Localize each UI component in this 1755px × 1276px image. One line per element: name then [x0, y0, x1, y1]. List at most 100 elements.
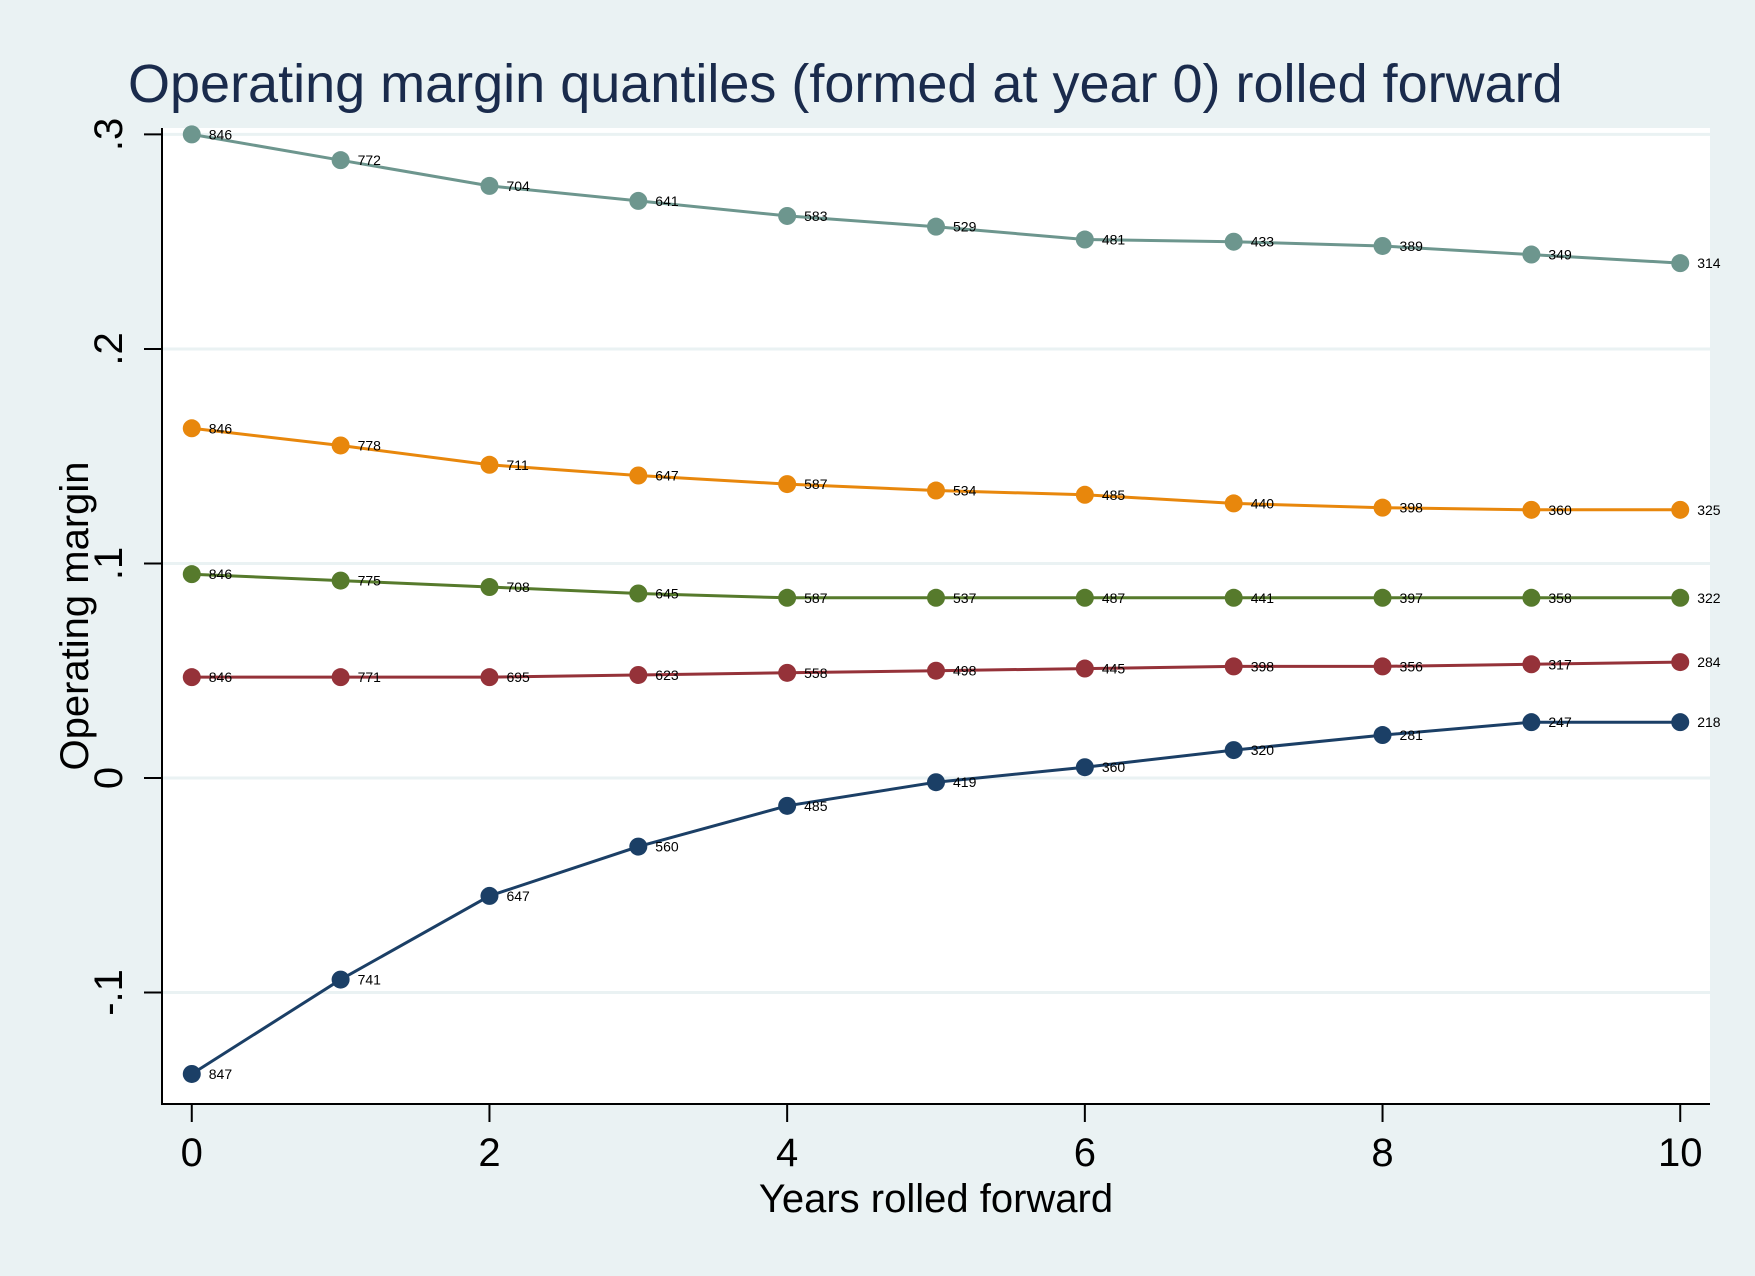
- point-4-2: [480, 886, 499, 905]
- y-axis-title: Operating margin: [53, 461, 97, 770]
- point-0-6: [1075, 230, 1094, 249]
- point-3-1: [331, 668, 350, 687]
- point-4-5: [927, 773, 945, 792]
- point-label-2-10: 322: [1697, 590, 1721, 606]
- point-label-4-2: 647: [506, 888, 530, 904]
- point-1-5: [927, 481, 945, 500]
- series-4: 847 741 647 560 485 419 360 320 281 247 218: [182, 713, 1721, 1083]
- point-4-8: [1373, 726, 1392, 745]
- point-4-6: [1075, 758, 1094, 777]
- series-group: 846 772 704 641 583 529 481 433 389 349 314 846 778 7…: [182, 125, 1721, 1083]
- axes-frame: [161, 128, 1710, 1105]
- point-label-2-3: 645: [655, 585, 679, 601]
- plot-area: [162, 128, 1710, 1104]
- y-tick-label-1: 0: [87, 767, 131, 789]
- point-0-9: [1522, 245, 1541, 264]
- point-label-2-5: 537: [953, 590, 977, 606]
- point-0-0: [182, 125, 201, 144]
- y-tick-label-3: .2: [87, 332, 131, 365]
- point-1-8: [1373, 498, 1392, 517]
- point-label-1-10: 325: [1697, 502, 1721, 518]
- point-label-4-5: 419: [953, 774, 977, 790]
- point-label-2-1: 775: [358, 573, 382, 589]
- series-3: 846 771 695 623 558 498 445 398 356 317 284: [182, 653, 1721, 687]
- point-label-3-1: 771: [358, 669, 382, 685]
- point-4-1: [331, 970, 350, 989]
- point-1-6: [1075, 485, 1094, 504]
- point-2-10: [1671, 588, 1690, 607]
- point-label-1-1: 778: [358, 437, 382, 453]
- point-0-8: [1373, 236, 1392, 255]
- point-label-0-7: 433: [1251, 234, 1275, 250]
- grid-lines: [162, 132, 1710, 994]
- point-2-7: [1224, 588, 1243, 607]
- point-label-3-0: 846: [209, 669, 233, 685]
- point-2-0: [182, 565, 201, 584]
- point-label-2-8: 397: [1400, 590, 1424, 606]
- point-label-4-8: 281: [1400, 727, 1424, 743]
- point-label-4-7: 320: [1251, 742, 1275, 758]
- point-label-3-9: 317: [1548, 656, 1572, 672]
- y-tick-label-4: .3: [87, 118, 131, 151]
- x-tick-label-2: 4: [776, 1131, 798, 1175]
- point-4-7: [1224, 741, 1243, 760]
- x-tick-label-1: 2: [478, 1131, 500, 1175]
- x-tick-label-0: 0: [181, 1131, 203, 1175]
- point-3-10: [1671, 653, 1690, 672]
- point-label-1-3: 647: [655, 467, 679, 483]
- point-label-4-3: 560: [655, 839, 679, 855]
- point-0-5: [927, 217, 945, 236]
- point-3-4: [778, 663, 797, 682]
- point-label-0-1: 772: [358, 152, 382, 168]
- point-1-7: [1224, 494, 1243, 513]
- point-3-2: [480, 668, 499, 687]
- point-0-1: [331, 151, 350, 170]
- point-label-4-1: 741: [358, 972, 382, 988]
- point-2-4: [778, 588, 797, 607]
- y-tick-label-2: .1: [87, 547, 131, 580]
- point-2-9: [1522, 588, 1541, 607]
- axis-ticks: -.1 0 .1 .2 .3 0 2 4 6 8 10: [87, 118, 1702, 1175]
- point-1-2: [480, 455, 499, 474]
- point-label-1-8: 398: [1400, 500, 1424, 516]
- point-label-1-7: 440: [1251, 495, 1275, 511]
- point-label-2-9: 358: [1548, 590, 1572, 606]
- x-tick-label-3: 6: [1074, 1131, 1096, 1175]
- chart-title: Operating margin quantiles (formed at ye…: [128, 54, 1563, 114]
- x-tick-label-5: 10: [1658, 1131, 1703, 1175]
- point-label-1-6: 485: [1102, 487, 1126, 503]
- point-1-3: [629, 466, 648, 485]
- point-2-6: [1075, 588, 1094, 607]
- series-1: 846 778 711 647 587 534 485 440 398 360 325: [182, 419, 1721, 519]
- point-3-8: [1373, 657, 1392, 676]
- point-2-1: [331, 571, 350, 590]
- point-4-4: [778, 796, 797, 815]
- point-label-3-6: 445: [1102, 661, 1126, 677]
- point-3-6: [1075, 659, 1094, 678]
- point-label-3-2: 695: [506, 669, 530, 685]
- point-label-1-2: 711: [506, 457, 529, 473]
- point-label-0-8: 389: [1400, 238, 1424, 254]
- point-1-9: [1522, 500, 1541, 519]
- point-2-8: [1373, 588, 1392, 607]
- point-label-1-9: 360: [1548, 502, 1572, 518]
- point-3-5: [927, 661, 945, 680]
- point-1-10: [1671, 500, 1690, 519]
- point-label-3-10: 284: [1697, 654, 1721, 670]
- point-label-2-2: 708: [506, 579, 530, 595]
- point-4-0: [182, 1064, 201, 1083]
- point-4-10: [1671, 713, 1690, 732]
- point-label-0-5: 529: [953, 219, 977, 235]
- point-label-2-4: 587: [804, 590, 828, 606]
- point-0-10: [1671, 254, 1690, 273]
- point-label-0-9: 349: [1548, 247, 1572, 263]
- point-4-9: [1522, 713, 1541, 732]
- point-0-4: [778, 206, 797, 225]
- y-tick-label-0: -.1: [87, 969, 131, 1016]
- point-label-0-4: 583: [804, 208, 828, 224]
- point-1-4: [778, 475, 797, 494]
- point-label-1-4: 587: [804, 476, 828, 492]
- point-1-1: [331, 436, 350, 455]
- point-label-1-0: 846: [209, 420, 233, 436]
- point-2-3: [629, 584, 648, 603]
